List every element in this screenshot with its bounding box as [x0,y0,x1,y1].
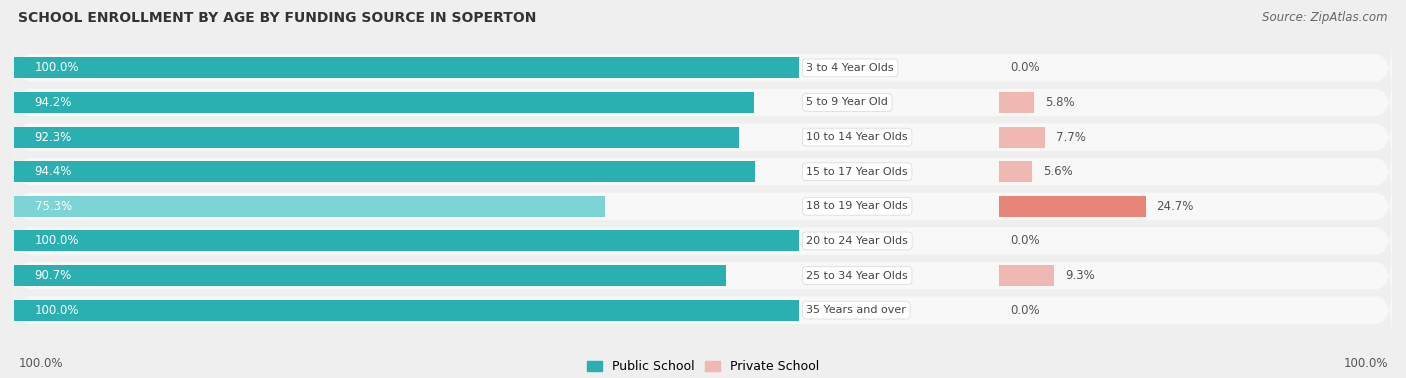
FancyBboxPatch shape [14,40,1392,96]
Text: 0.0%: 0.0% [1011,304,1040,317]
Text: 100.0%: 100.0% [35,304,79,317]
FancyBboxPatch shape [14,74,1392,130]
Text: 94.4%: 94.4% [35,165,72,178]
Bar [1000,196,1146,217]
Text: 3 to 4 Year Olds: 3 to 4 Year Olds [807,63,894,73]
Bar [14,92,754,113]
FancyBboxPatch shape [14,178,1392,234]
FancyBboxPatch shape [14,213,1392,269]
Bar [14,127,740,148]
Bar [14,300,800,321]
Text: 100.0%: 100.0% [35,234,79,248]
Bar [14,230,800,251]
Text: Source: ZipAtlas.com: Source: ZipAtlas.com [1263,11,1388,24]
Text: 5.6%: 5.6% [1043,165,1073,178]
Bar [14,57,800,78]
Bar [14,161,755,182]
FancyBboxPatch shape [14,109,1392,165]
Text: 90.7%: 90.7% [35,269,72,282]
Text: 100.0%: 100.0% [35,61,79,74]
Bar [14,265,727,286]
Text: 100.0%: 100.0% [1343,358,1388,370]
Text: SCHOOL ENROLLMENT BY AGE BY FUNDING SOURCE IN SOPERTON: SCHOOL ENROLLMENT BY AGE BY FUNDING SOUR… [18,11,537,25]
Bar [1000,265,1054,286]
Text: 92.3%: 92.3% [35,130,72,144]
Bar [1000,127,1045,148]
Text: 0.0%: 0.0% [1011,61,1040,74]
Text: 5 to 9 Year Old: 5 to 9 Year Old [807,98,889,107]
FancyBboxPatch shape [14,282,1392,338]
Text: 75.3%: 75.3% [35,200,72,213]
Text: 35 Years and over: 35 Years and over [807,305,907,315]
Text: 24.7%: 24.7% [1157,200,1194,213]
Bar [1000,161,1032,182]
Text: 25 to 34 Year Olds: 25 to 34 Year Olds [807,271,908,280]
Legend: Public School, Private School: Public School, Private School [582,355,824,378]
Text: 18 to 19 Year Olds: 18 to 19 Year Olds [807,201,908,211]
Text: 0.0%: 0.0% [1011,234,1040,248]
Text: 100.0%: 100.0% [18,358,63,370]
Text: 9.3%: 9.3% [1066,269,1095,282]
FancyBboxPatch shape [14,248,1392,304]
Text: 20 to 24 Year Olds: 20 to 24 Year Olds [807,236,908,246]
Text: 15 to 17 Year Olds: 15 to 17 Year Olds [807,167,908,177]
Bar [1000,92,1033,113]
Text: 94.2%: 94.2% [35,96,72,109]
Text: 5.8%: 5.8% [1045,96,1074,109]
Text: 7.7%: 7.7% [1056,130,1085,144]
Bar [14,196,606,217]
FancyBboxPatch shape [14,144,1392,200]
Text: 10 to 14 Year Olds: 10 to 14 Year Olds [807,132,908,142]
